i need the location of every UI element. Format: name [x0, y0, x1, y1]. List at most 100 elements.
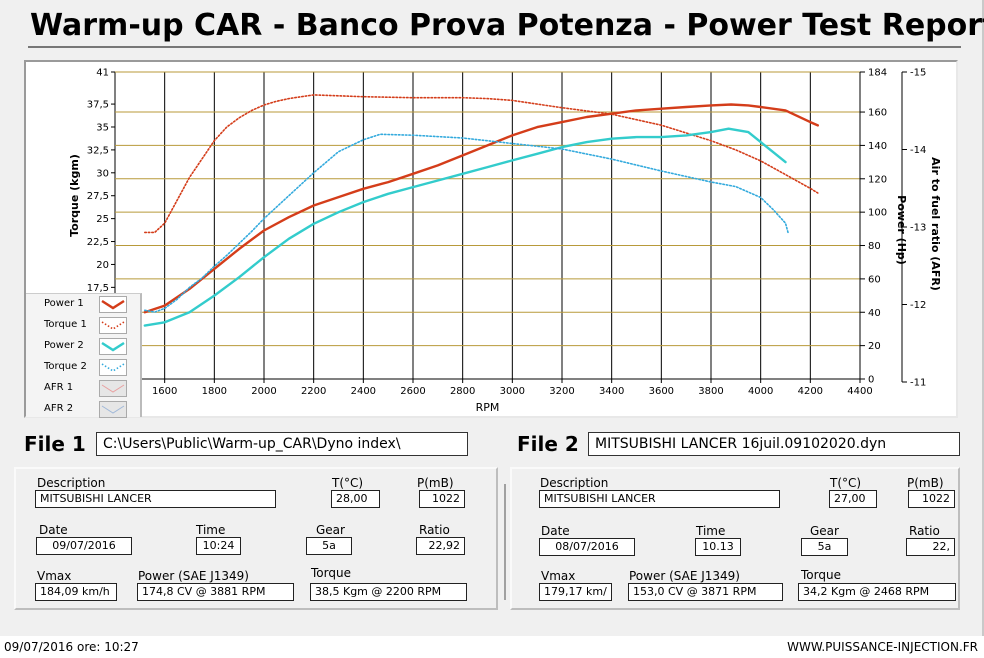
- x-tick-label: 3600: [649, 386, 674, 397]
- description-label: Description: [37, 476, 106, 490]
- power-tick-label: 0: [868, 375, 874, 386]
- run2-date-field[interactable]: 08/07/2016: [539, 538, 635, 556]
- legend-item[interactable]: AFR 1: [26, 378, 142, 399]
- power-tick-label: 120: [868, 174, 887, 185]
- dyno-chart: 1600 1800 2000 2200 2400 2600 2800 3000 3200 3400…: [68, 68, 942, 415]
- x-tick-label: 4200: [798, 386, 823, 397]
- torque-tick-label: 30: [96, 168, 109, 179]
- legend-swatch: [99, 401, 127, 418]
- run2-description-field[interactable]: MITSUBISHI LANCER: [539, 490, 780, 508]
- file2-path-field[interactable]: MITSUBISHI LANCER 16juil.09102020.dyn: [588, 432, 960, 456]
- run2-temp-field[interactable]: 27,00: [829, 490, 877, 508]
- temp-label: T(°C): [830, 476, 862, 490]
- time-label: Time: [196, 523, 226, 537]
- run1-gear-field[interactable]: 5a: [306, 537, 352, 555]
- power-tick-label: 160: [868, 108, 887, 119]
- title-divider: [28, 46, 961, 48]
- run1-time-field[interactable]: 10:24: [196, 537, 241, 555]
- vmax-label: Vmax: [541, 569, 576, 583]
- run1-vmax-field[interactable]: 184,09 km/h: [35, 583, 117, 601]
- x-tick-label: 2800: [450, 386, 475, 397]
- run2-gear-field[interactable]: 5a: [801, 538, 848, 556]
- x-tick-label: 3800: [698, 386, 723, 397]
- legend-label: AFR 2: [44, 403, 74, 414]
- afr-tick-label: -11: [910, 378, 926, 389]
- run1-power-field[interactable]: 174,8 CV @ 3881 RPM: [137, 583, 294, 601]
- legend-item[interactable]: Power 1: [26, 294, 142, 315]
- file2-label: File 2: [517, 432, 579, 456]
- run2-power-field[interactable]: 153,0 CV @ 3871 RPM: [628, 583, 783, 601]
- torque-label: Torque: [311, 566, 351, 580]
- power-tick-label: 80: [868, 241, 881, 252]
- torque-axis-label: Torque (kgm): [68, 154, 81, 237]
- file1-path-field[interactable]: C:\Users\Public\Warm-up_CAR\Dyno index\: [96, 432, 468, 456]
- torque-tick-label: 32,5: [87, 145, 109, 156]
- torque-tick-label: 37,5: [87, 100, 109, 111]
- description-label: Description: [540, 476, 609, 490]
- legend-line-sample: [101, 341, 125, 352]
- legend-item[interactable]: Torque 2: [26, 357, 142, 378]
- series-line-power-1: [143, 103, 819, 314]
- chart-legend[interactable]: Power 1 Torque 1 Power 2 Torque 2 AFR 1 AFR 2: [26, 293, 142, 420]
- legend-label: Torque 2: [44, 361, 87, 372]
- legend-swatch: [99, 317, 127, 334]
- legend-line-sample: [101, 384, 125, 393]
- x-tick-label: 3000: [500, 386, 525, 397]
- torque-tick-label: 27,5: [87, 191, 109, 202]
- torque-tick-label: 41: [96, 68, 109, 79]
- date-label: Date: [39, 523, 68, 537]
- torque-tick-label: 22,5: [87, 237, 109, 248]
- run2-time-field[interactable]: 10.13: [695, 538, 741, 556]
- run2-vmax-field[interactable]: 179,17 km/: [539, 583, 612, 601]
- run1-temp-field[interactable]: 28,00: [331, 490, 380, 508]
- dyno-chart-panel: 1600 1800 2000 2200 2400 2600 2800 3000 3200 3400…: [24, 60, 958, 418]
- torque-label: Torque: [801, 568, 841, 582]
- legend-item[interactable]: AFR 2: [26, 399, 142, 420]
- legend-swatch: [99, 338, 127, 355]
- power-tick-label: 140: [868, 141, 887, 152]
- legend-item[interactable]: Power 2: [26, 336, 142, 357]
- gear-label: Gear: [810, 524, 839, 538]
- torque-tick-label: 17,5: [87, 283, 109, 294]
- x-tick-label: 1600: [152, 386, 177, 397]
- power-tick-label: 40: [868, 308, 881, 319]
- legend-line-sample: [101, 321, 125, 330]
- run2-torque-field[interactable]: 34,2 Kgm @ 2468 RPM: [798, 583, 956, 601]
- run1-description-field[interactable]: MITSUBISHI LANCER: [35, 490, 276, 508]
- x-tick-label: 4400: [847, 386, 872, 397]
- x-tick-label: 1800: [202, 386, 227, 397]
- gear-label: Gear: [316, 523, 345, 537]
- power-tick-label: 184: [868, 68, 887, 79]
- legend-line-sample: [101, 299, 125, 310]
- x-tick-label: 2400: [351, 386, 376, 397]
- legend-label: AFR 1: [44, 382, 74, 393]
- legend-line-sample: [101, 363, 125, 372]
- run1-torque-field[interactable]: 38,5 Kgm @ 2200 RPM: [310, 583, 467, 601]
- x-tick-label: 3200: [549, 386, 574, 397]
- run2-ratio-field[interactable]: 22,: [906, 538, 955, 556]
- torque-tick-label: 35: [96, 122, 109, 133]
- website-url[interactable]: WWW.PUISSANCE-INJECTION.FR: [787, 640, 978, 654]
- legend-item[interactable]: Torque 1: [26, 315, 142, 336]
- vmax-label: Vmax: [37, 569, 72, 583]
- afr-tick-label: -14: [910, 145, 926, 156]
- run1-date-field[interactable]: 09/07/2016: [36, 537, 132, 555]
- run1-pressure-field[interactable]: 1022: [419, 490, 465, 508]
- power-tick-label: 60: [868, 274, 881, 285]
- legend-label: Torque 1: [44, 319, 87, 330]
- power-tick-label: 100: [868, 208, 887, 219]
- panel-separator: [504, 484, 506, 600]
- run1-ratio-field[interactable]: 22,92: [416, 537, 465, 555]
- x-tick-label: 2200: [301, 386, 326, 397]
- pressure-label: P(mB): [417, 476, 454, 490]
- legend-swatch: [99, 359, 127, 376]
- pressure-label: P(mB): [907, 476, 944, 490]
- ratio-label: Ratio: [419, 523, 450, 537]
- legend-swatch: [99, 380, 127, 397]
- file1-label: File 1: [24, 432, 86, 456]
- power-label: Power (SAE J1349): [629, 569, 740, 583]
- torque-tick-label: 25: [96, 214, 109, 225]
- run2-pressure-field[interactable]: 1022: [908, 490, 955, 508]
- afr-tick-label: -13: [910, 223, 926, 234]
- x-tick-label: 2000: [251, 386, 276, 397]
